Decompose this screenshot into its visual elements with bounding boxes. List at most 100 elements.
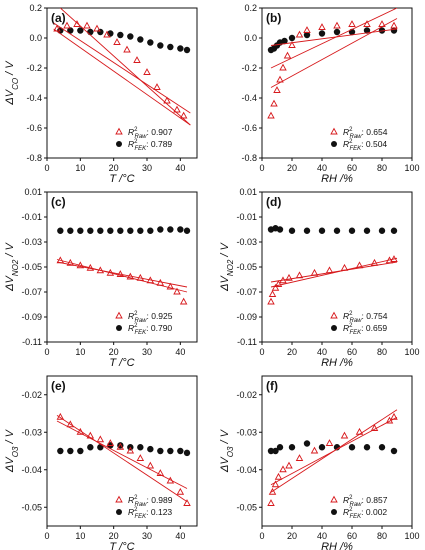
fit-line (270, 28, 398, 46)
y-tick-label: -0.05 (236, 262, 257, 272)
fit-line (53, 28, 191, 126)
data-point-fek (177, 447, 184, 455)
x-tick-label: 100 (404, 163, 419, 173)
y-tick-label: -0.6 (26, 123, 42, 133)
data-point-fek (276, 226, 284, 233)
data-point-fek (87, 28, 94, 36)
fit-line (270, 18, 398, 88)
fit-line (270, 257, 398, 288)
data-point-fek (390, 227, 398, 234)
fit-line (270, 261, 398, 283)
panel-d: 0 20 40 60 80 100 0.01 -0.01 -0.03 -0.05 -0.07 -0.0… (219, 187, 420, 369)
data-point-fek (333, 227, 341, 234)
x-tick-label: 60 (347, 347, 357, 357)
y-tick-label: -0.6 (241, 123, 257, 133)
data-point-fek (137, 227, 144, 234)
y-tick-label: -0.07 (236, 287, 257, 297)
data-point-raw (183, 499, 191, 506)
panel-label: (a) (51, 11, 66, 25)
y-tick-label: 0.2 (244, 3, 257, 13)
data-point-raw (370, 424, 379, 431)
data-point-fek (183, 449, 191, 457)
data-point-raw (285, 273, 293, 281)
data-point-raw (283, 51, 292, 59)
data-point-raw (116, 442, 125, 450)
y-axis-label: ΔVNO2 / V (219, 242, 235, 292)
y-axis-label: ΔVO3 / V (219, 428, 235, 473)
data-point-raw (303, 26, 311, 33)
data-point-raw (271, 480, 280, 488)
data-point-fek (348, 444, 356, 451)
panel-label: (e) (51, 379, 66, 393)
x-tick-label: 10 (75, 531, 85, 541)
x-tick-label: 0 (44, 531, 49, 541)
data-point-fek (363, 227, 371, 234)
y-tick-label: -0.2 (241, 63, 257, 73)
data-point-raw (179, 297, 188, 305)
x-tick-label: 0 (44, 347, 49, 357)
data-point-raw (285, 461, 293, 469)
data-point-fek (177, 226, 184, 233)
data-point-fek (67, 27, 74, 34)
y-tick-label: -0.01 (236, 212, 257, 222)
data-point-raw (333, 21, 341, 29)
legend-marker-raw (330, 495, 338, 503)
y-tick-label: -0.09 (236, 312, 257, 322)
data-point-fek (167, 43, 174, 51)
plot-frame (46, 7, 198, 159)
data-point-raw (279, 465, 287, 473)
y-axis-label: ΔVNO2 / V (4, 242, 20, 292)
data-point-raw (173, 287, 181, 295)
data-point-raw (96, 435, 105, 443)
data-point-raw (93, 24, 101, 32)
legend-entry: R2 Raw: 0.907 (128, 127, 173, 140)
legend-entry: R2 FEK: 0.659 (343, 323, 387, 336)
x-axis-label: RH /% (321, 541, 353, 550)
plot-frame (261, 375, 413, 527)
x-tick-label: 20 (287, 163, 297, 173)
legend-marker-fek (116, 509, 122, 515)
legend-marker-raw (115, 127, 123, 135)
x-tick-label: 60 (347, 163, 357, 173)
y-tick-label: -0.03 (21, 237, 42, 247)
data-point-fek (288, 444, 296, 451)
data-point-raw (267, 111, 275, 119)
x-tick-label: 10 (75, 347, 85, 357)
x-tick-label: 10 (75, 163, 85, 173)
y-tick-label: -0.09 (21, 312, 42, 322)
x-tick-label: 100 (404, 531, 419, 541)
data-point-fek (57, 447, 64, 455)
legend-marker-raw (330, 127, 338, 135)
data-point-fek (157, 42, 164, 49)
data-point-raw (295, 30, 304, 38)
fit-line (270, 416, 398, 486)
x-tick-label: 30 (142, 347, 152, 357)
y-tick-label: 0.2 (29, 3, 42, 13)
x-tick-label: 20 (109, 347, 119, 357)
data-point-raw (295, 454, 304, 461)
data-point-fek (127, 227, 134, 234)
data-point-raw (318, 23, 326, 30)
data-point-raw (274, 280, 283, 287)
data-point-fek (77, 227, 84, 234)
data-point-fek (183, 46, 191, 54)
data-point-fek (127, 33, 134, 40)
legend-entry: R2 FEK: 0.504 (343, 139, 387, 152)
data-point-fek (67, 447, 74, 455)
y-tick-label: -0.04 (21, 465, 42, 475)
data-point-fek (303, 227, 311, 234)
y-tick-label: -0.05 (21, 262, 42, 272)
data-point-raw (267, 499, 275, 506)
data-point-raw (270, 99, 278, 107)
x-tick-label: 40 (317, 531, 327, 541)
data-marks (56, 412, 191, 506)
data-point-raw (143, 68, 151, 75)
plot-frame (261, 7, 413, 159)
legend-marker-fek (331, 141, 337, 147)
x-tick-label: 80 (377, 163, 387, 173)
legend-marker-raw (115, 495, 123, 503)
x-tick-label: 100 (404, 347, 419, 357)
panel-e: 0 10 20 30 40 -0.02 -0.03 -0.04 -0.05 (e) T /°C ΔVO… (4, 375, 198, 550)
data-point-fek (147, 39, 154, 46)
panel-label: (d) (266, 195, 281, 209)
